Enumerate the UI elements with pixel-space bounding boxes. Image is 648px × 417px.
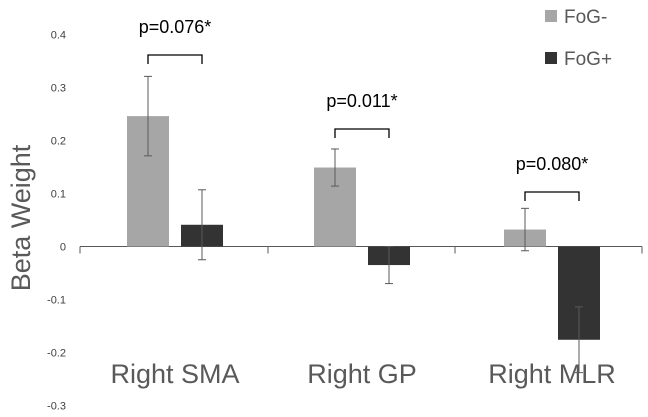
- y-tick-label: 0: [60, 242, 66, 254]
- y-tick-label: 0.2: [51, 136, 66, 148]
- x-tick-label: Right GP: [307, 359, 417, 389]
- legend-label: FoG-: [564, 7, 607, 28]
- significance-bracket: [524, 191, 580, 201]
- legend-swatch: [545, 52, 557, 64]
- significance-bracket: [334, 128, 390, 138]
- legend-label: FoG+: [564, 49, 612, 70]
- y-tick-label: 0.1: [51, 189, 66, 201]
- legend-swatch: [545, 10, 557, 22]
- significance-bracket: [147, 54, 203, 64]
- p-value-annotation: p=0.080*: [516, 154, 589, 174]
- bar-layer: [127, 116, 600, 340]
- p-value-annotation: p=0.076*: [139, 17, 212, 37]
- axis-layer: 0.4 0.3 0.2 0.1 0 -0.1 -0.2 -0.3 Right SMA Right …: [47, 30, 643, 413]
- y-tick-label: 0.4: [51, 30, 66, 42]
- y-tick-label: 0.3: [51, 83, 66, 95]
- x-tick-label: Right SMA: [110, 359, 239, 389]
- annotation-layer: p=0.076* p=0.011* p=0.080*: [139, 17, 589, 201]
- x-tick-label: Right MLR: [488, 359, 616, 389]
- legend: FoG- FoG+: [545, 7, 612, 70]
- p-value-annotation: p=0.011*: [326, 91, 397, 111]
- y-tick-label: -0.3: [47, 401, 66, 413]
- error-bar-layer: [144, 75, 583, 374]
- y-tick-label: -0.2: [47, 348, 66, 360]
- y-tick-label: -0.1: [47, 295, 66, 307]
- y-axis-title: Beta Weight: [6, 144, 36, 291]
